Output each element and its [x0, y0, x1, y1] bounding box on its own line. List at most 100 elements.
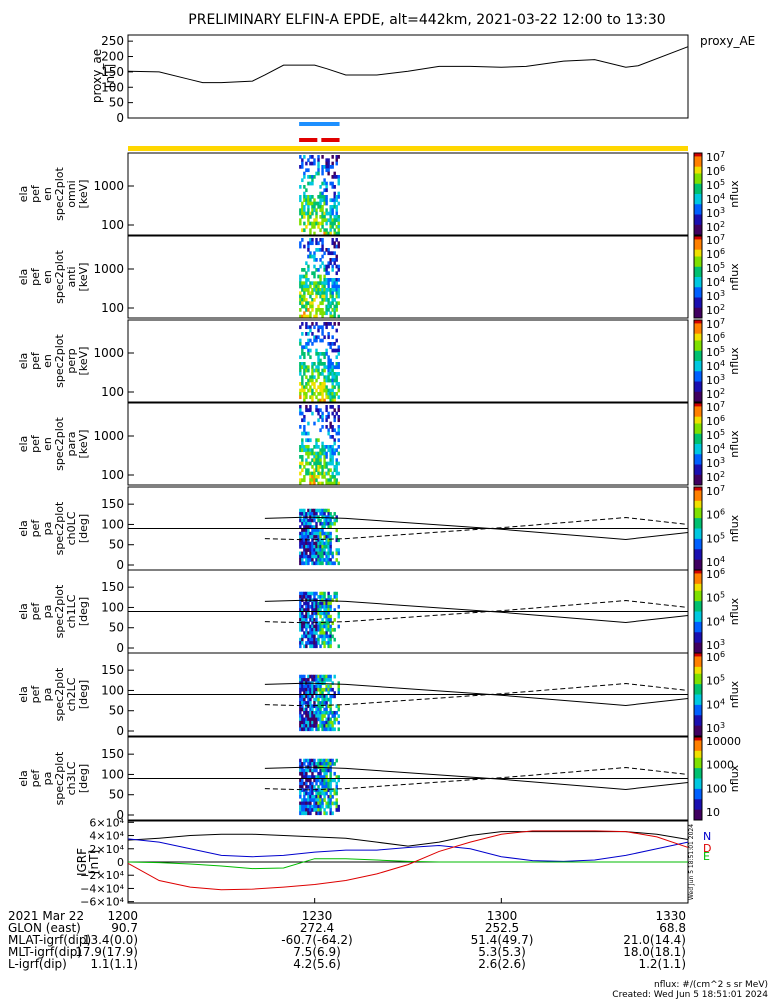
spectrogram-cell — [331, 694, 334, 699]
spectrogram-cell — [319, 408, 322, 413]
spectrogram-cell — [327, 284, 330, 289]
spectrogram-cell — [329, 604, 332, 609]
spectrogram-cell — [317, 808, 320, 812]
colorbar-frame — [693, 152, 703, 236]
spectrogram-cell — [321, 248, 324, 252]
spectrogram-cell — [309, 438, 312, 443]
spectrogram-cell — [303, 801, 306, 806]
spectrogram-cell — [299, 405, 302, 409]
spectrogram-cell — [323, 281, 326, 286]
colorbar-swatch — [694, 750, 702, 755]
colorbar-swatch — [694, 729, 702, 734]
spectrogram-cell — [313, 525, 316, 529]
spectrogram-cell — [299, 641, 302, 645]
spectrogram-cell — [335, 294, 338, 299]
spectrogram-cell — [311, 548, 314, 552]
panel-ylabel-line: ela — [17, 353, 30, 370]
spectrogram-cell — [325, 785, 328, 789]
spectrogram-cell — [311, 368, 314, 373]
spectrogram-cell — [335, 558, 338, 562]
colorbar-swatch — [694, 743, 702, 748]
spectrogram-cell — [309, 687, 312, 692]
spectrogram-cell — [309, 727, 312, 732]
panel-ylabel-line: pef — [29, 519, 42, 538]
spectrogram-cell — [307, 368, 310, 373]
spectrogram-cell — [323, 535, 326, 539]
spectrogram-cell — [303, 208, 306, 213]
spectrogram-cell — [323, 165, 326, 169]
spectrogram-cell — [323, 714, 326, 718]
spectrogram-cell — [323, 724, 326, 728]
spectrogram-cell — [323, 382, 326, 386]
spectrogram-cell — [327, 365, 330, 370]
colorbar-swatch — [694, 493, 702, 498]
spectrogram-cell — [329, 791, 332, 796]
colorbar-swatch — [694, 806, 702, 811]
colorbar-tick-label: 106 — [706, 508, 725, 522]
spectrogram-cell — [331, 720, 334, 725]
spectrogram-cell — [309, 405, 312, 409]
spectrogram-cell — [321, 561, 324, 566]
spectrogram-cell — [317, 785, 320, 789]
spectrogram-cell — [321, 641, 324, 645]
ephemeris-value: 1200 — [107, 909, 138, 923]
spectrogram-cell — [299, 518, 302, 523]
spectrogram-cell — [331, 281, 334, 286]
spectrogram-cell — [325, 278, 328, 282]
spectrogram-cell — [331, 372, 334, 376]
spectrogram-cell — [299, 691, 302, 695]
spectrogram-cell — [299, 294, 302, 299]
panel-ytick-label: 50 — [109, 621, 124, 635]
panel-ytick-label: 0 — [116, 641, 124, 655]
colorbar-swatch — [694, 549, 702, 554]
spectrogram-cell — [327, 794, 330, 799]
spectrogram-cell — [327, 378, 330, 383]
ephemeris-value: 252.5 — [485, 921, 519, 935]
spectrogram-cell — [317, 475, 320, 479]
spectrogram-cell — [337, 415, 340, 419]
spectrogram-cell — [331, 225, 334, 229]
spectrogram-cell — [333, 378, 336, 383]
spectrogram-cell — [321, 195, 324, 199]
colorbar-swatch — [694, 467, 702, 472]
spectrogram-cell — [337, 231, 340, 236]
spectrogram-cell — [337, 471, 340, 476]
spectrogram-cell — [325, 392, 328, 396]
ephemeris-value: 1230 — [302, 909, 333, 923]
spectrogram-cell — [335, 551, 338, 556]
spectrogram-cell — [321, 314, 324, 319]
spectrogram-cell — [319, 775, 322, 779]
spectrogram-cell — [331, 471, 334, 476]
spectrogram-cell — [329, 618, 332, 622]
spectrogram-cell — [327, 724, 330, 728]
spectrogram-cell — [321, 512, 324, 516]
spectrogram-cell — [309, 707, 312, 712]
spectrogram-cell — [325, 365, 328, 370]
spectrogram-cell — [319, 382, 322, 386]
spectrogram-cell — [319, 215, 322, 219]
spectrogram-cell — [311, 631, 314, 635]
spectrogram-cell — [333, 717, 336, 722]
spectrogram-cell — [331, 198, 334, 203]
spectrogram-cell — [327, 798, 330, 802]
spectrogram-cell — [315, 461, 318, 466]
spectrogram-cell — [317, 171, 320, 176]
spectrogram-cell — [315, 781, 318, 786]
spectrogram-cell — [299, 595, 302, 599]
colorbar-swatch — [694, 163, 702, 168]
spectrogram-cell — [299, 618, 302, 622]
colorbar-swatch — [694, 333, 702, 338]
colorbar-swatch — [694, 266, 702, 271]
spectrogram-cell — [331, 762, 334, 766]
spectrogram-cell — [309, 478, 312, 483]
spectrogram-cell — [329, 455, 332, 459]
spectrogram-cell — [329, 531, 332, 536]
spectrogram-cell — [333, 221, 336, 226]
spectrogram-cell — [325, 775, 328, 779]
panel-ylabel-line: spec2plot — [53, 334, 66, 388]
spectrogram-cell — [329, 512, 332, 516]
spectrogram-cell — [321, 441, 324, 446]
colorbar-swatch — [694, 521, 702, 526]
spectrogram-cell — [311, 525, 314, 529]
spectrogram-cell — [331, 175, 334, 179]
